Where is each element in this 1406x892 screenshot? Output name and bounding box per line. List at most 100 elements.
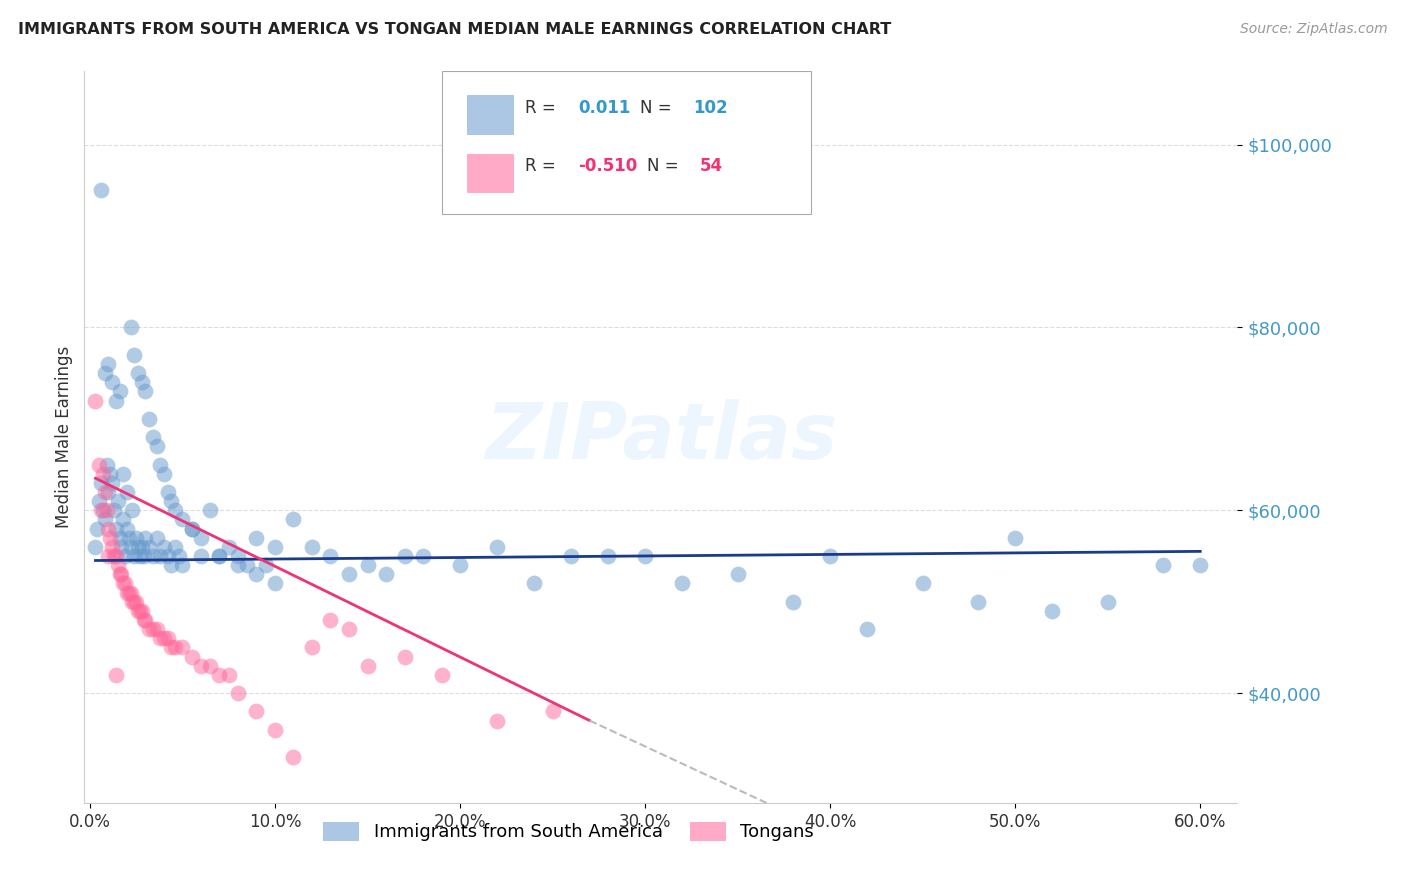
Point: [818, 549, 841, 563]
Point: [131, 540, 153, 554]
Y-axis label: Median Male Earnings: Median Male Earnings: [55, 346, 73, 528]
Point: [149, 458, 172, 472]
Point: [190, 658, 212, 673]
Point: [856, 622, 879, 636]
Point: [145, 439, 167, 453]
Point: [101, 375, 124, 389]
Point: [97, 484, 120, 499]
Point: [486, 540, 509, 554]
Point: [98, 531, 121, 545]
Point: [97, 549, 120, 563]
Text: -0.510: -0.510: [578, 158, 637, 176]
Point: [156, 484, 179, 499]
Point: [218, 540, 240, 554]
Point: [190, 531, 212, 545]
Point: [523, 576, 546, 591]
Point: [153, 631, 176, 645]
Point: [132, 549, 155, 563]
Point: [967, 594, 990, 608]
Point: [200, 503, 222, 517]
Point: [134, 531, 156, 545]
Point: [1152, 558, 1174, 573]
Point: [190, 549, 212, 563]
Point: [114, 576, 136, 591]
Point: [90, 503, 112, 517]
Point: [96, 503, 118, 517]
Point: [208, 549, 231, 563]
Point: [727, 567, 749, 582]
Point: [1004, 531, 1026, 545]
Point: [107, 494, 129, 508]
Point: [84, 540, 107, 554]
Point: [394, 549, 416, 563]
Point: [226, 549, 249, 563]
Point: [96, 458, 118, 472]
Text: 0.011: 0.011: [578, 99, 630, 117]
Point: [245, 704, 267, 718]
Point: [337, 567, 360, 582]
Point: [283, 512, 305, 526]
Point: [200, 658, 222, 673]
Point: [101, 540, 124, 554]
Point: [245, 531, 267, 545]
Text: R =: R =: [524, 158, 555, 176]
Point: [108, 531, 131, 545]
Point: [180, 649, 202, 664]
Point: [98, 467, 121, 481]
Text: Source: ZipAtlas.com: Source: ZipAtlas.com: [1240, 22, 1388, 37]
Point: [911, 576, 934, 591]
Point: [356, 558, 378, 573]
Point: [115, 521, 138, 535]
Point: [118, 531, 141, 545]
Point: [127, 540, 149, 554]
Point: [375, 567, 398, 582]
Point: [596, 549, 619, 563]
Point: [301, 540, 323, 554]
Point: [283, 750, 305, 764]
FancyBboxPatch shape: [467, 95, 513, 134]
Point: [97, 357, 120, 371]
Point: [163, 640, 186, 655]
Text: 102: 102: [693, 99, 728, 117]
Point: [149, 631, 172, 645]
Point: [172, 558, 194, 573]
Point: [84, 393, 107, 408]
Point: [172, 512, 194, 526]
Point: [134, 384, 156, 399]
Point: [121, 594, 143, 608]
Point: [153, 540, 176, 554]
Point: [430, 667, 453, 681]
Point: [91, 503, 114, 517]
Point: [93, 366, 115, 380]
Point: [226, 686, 249, 700]
FancyBboxPatch shape: [441, 71, 811, 214]
Point: [208, 549, 231, 563]
Point: [264, 540, 287, 554]
Point: [90, 183, 112, 197]
Point: [131, 604, 153, 618]
Point: [319, 549, 342, 563]
Point: [163, 540, 186, 554]
Text: 54: 54: [700, 158, 723, 176]
Point: [120, 320, 142, 334]
Point: [254, 558, 277, 573]
Point: [115, 484, 138, 499]
Text: IMMIGRANTS FROM SOUTH AMERICA VS TONGAN MEDIAN MALE EARNINGS CORRELATION CHART: IMMIGRANTS FROM SOUTH AMERICA VS TONGAN …: [18, 22, 891, 37]
Point: [103, 549, 125, 563]
Point: [107, 558, 129, 573]
Point: [412, 549, 434, 563]
Point: [486, 714, 509, 728]
Point: [167, 549, 190, 563]
Point: [127, 604, 149, 618]
Point: [264, 723, 287, 737]
Point: [782, 594, 804, 608]
Point: [101, 475, 124, 490]
Point: [114, 549, 136, 563]
Point: [132, 613, 155, 627]
Point: [149, 549, 172, 563]
Point: [264, 576, 287, 591]
Point: [160, 494, 183, 508]
Point: [110, 567, 132, 582]
Point: [125, 594, 148, 608]
Point: [138, 540, 160, 554]
